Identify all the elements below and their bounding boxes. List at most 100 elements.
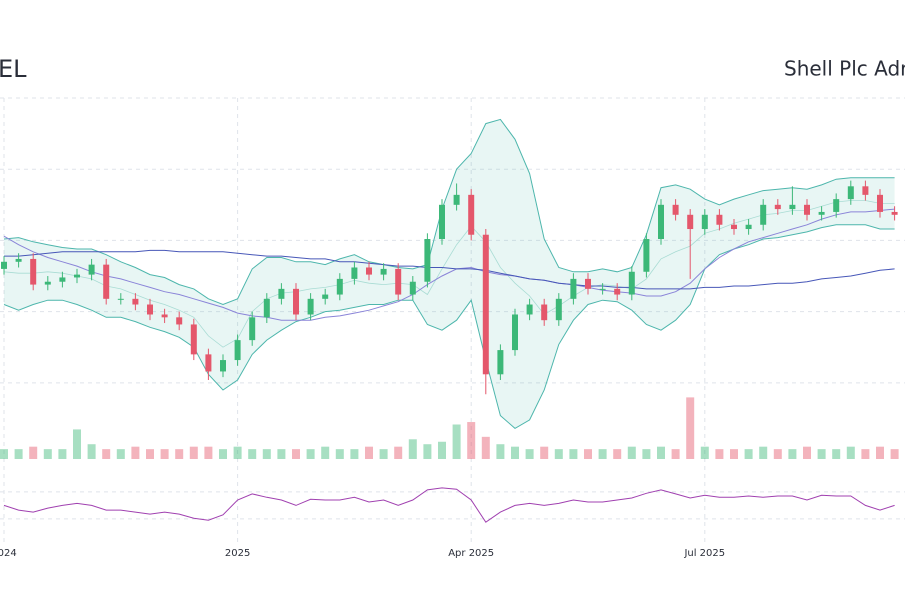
volume-bar xyxy=(0,449,8,459)
volume-bar xyxy=(861,449,870,459)
volume-bar xyxy=(292,449,300,459)
candle-body xyxy=(847,186,854,200)
candle-body xyxy=(147,304,153,315)
volume-bar xyxy=(481,436,490,459)
candle-body xyxy=(205,354,212,372)
candle-body xyxy=(44,281,51,285)
volume-bar xyxy=(759,446,768,459)
band-fill xyxy=(4,119,895,429)
candle-body xyxy=(643,239,650,272)
volume-bar xyxy=(160,449,169,459)
candle-body xyxy=(395,268,402,295)
x-tick-label: Apr 2025 xyxy=(448,548,494,559)
volume-bar xyxy=(233,446,242,459)
volume-bar xyxy=(584,449,592,459)
volume-bar xyxy=(876,446,884,459)
candle-body xyxy=(891,211,898,215)
candle-body xyxy=(789,204,796,210)
candle-body xyxy=(190,324,197,355)
volume-bar xyxy=(642,449,651,459)
volume-bar xyxy=(423,444,432,459)
volume-bar xyxy=(73,429,81,459)
volume-bar xyxy=(496,444,505,459)
volume-bar xyxy=(773,449,782,459)
candle-body xyxy=(672,204,679,215)
volume-bar xyxy=(817,449,826,459)
volume-bar xyxy=(569,449,578,459)
volume-bar xyxy=(277,449,286,459)
volume-bar xyxy=(394,446,403,459)
volume-bar xyxy=(175,449,184,459)
volume-bar xyxy=(116,449,125,459)
candle-body xyxy=(701,214,708,230)
candle-body xyxy=(468,194,475,235)
volume-bar xyxy=(408,439,417,459)
candle-body xyxy=(541,304,548,321)
volume-bar xyxy=(715,449,724,459)
volume-bar xyxy=(744,449,753,459)
volume-bar xyxy=(146,449,154,459)
volume-bar xyxy=(657,446,665,459)
volume-bar xyxy=(511,446,519,459)
candle-body xyxy=(818,211,825,215)
candle-body xyxy=(862,186,869,195)
candle-body xyxy=(512,314,518,351)
volume-bar xyxy=(43,449,52,459)
candle-body xyxy=(336,278,343,295)
chart-subtitle: Shell Plc Adr xyxy=(784,57,905,81)
candle-body xyxy=(833,199,840,212)
candle-body xyxy=(628,271,635,295)
candle-body xyxy=(716,214,723,225)
candle-body xyxy=(249,317,256,341)
candle-body xyxy=(424,239,431,282)
volume-bar xyxy=(700,446,709,459)
volume-bar xyxy=(131,446,140,459)
volume-bar xyxy=(379,449,388,459)
candle-body xyxy=(366,267,372,275)
volume-bar xyxy=(452,424,461,459)
candle-body xyxy=(774,204,781,210)
candle-body xyxy=(497,350,504,375)
rsi-line xyxy=(3,487,895,523)
candle-body xyxy=(585,278,591,289)
volume-bar xyxy=(102,449,111,459)
candle-body xyxy=(877,194,883,212)
volume-bar xyxy=(730,449,738,459)
volume-bar xyxy=(832,449,841,459)
volume-bar xyxy=(248,449,257,459)
volume-bar xyxy=(204,446,213,459)
candle-body xyxy=(804,204,810,215)
candle-body xyxy=(322,294,329,299)
candle-body xyxy=(293,288,299,315)
candle-body xyxy=(263,298,270,318)
volume-bar xyxy=(321,446,330,459)
candle-body xyxy=(132,298,139,305)
volume-bar xyxy=(438,441,446,459)
volume-bar xyxy=(846,446,855,459)
moving-average xyxy=(4,249,895,290)
volume-bar xyxy=(467,422,476,459)
volume-bar xyxy=(350,449,359,459)
candle-body xyxy=(351,267,358,279)
volume-bar xyxy=(627,446,636,459)
volume-bar xyxy=(58,449,67,459)
candle-body xyxy=(555,298,562,321)
candle-body xyxy=(380,268,387,275)
x-tick-label: 2024 xyxy=(0,548,17,559)
volume-bar xyxy=(14,449,23,459)
volume-bar xyxy=(365,446,373,459)
candle-body xyxy=(658,204,664,240)
candle-body xyxy=(15,258,22,262)
volume-bar xyxy=(306,449,315,459)
candle-body xyxy=(599,288,606,290)
candle-body xyxy=(234,340,241,361)
moving-average xyxy=(3,208,895,321)
volume-bar xyxy=(262,449,271,459)
volume-bar xyxy=(540,446,549,459)
candle-body xyxy=(453,194,460,205)
candle-body xyxy=(88,264,95,275)
band-middle xyxy=(3,200,895,348)
band-lower xyxy=(3,224,895,430)
candle-body xyxy=(220,360,226,372)
